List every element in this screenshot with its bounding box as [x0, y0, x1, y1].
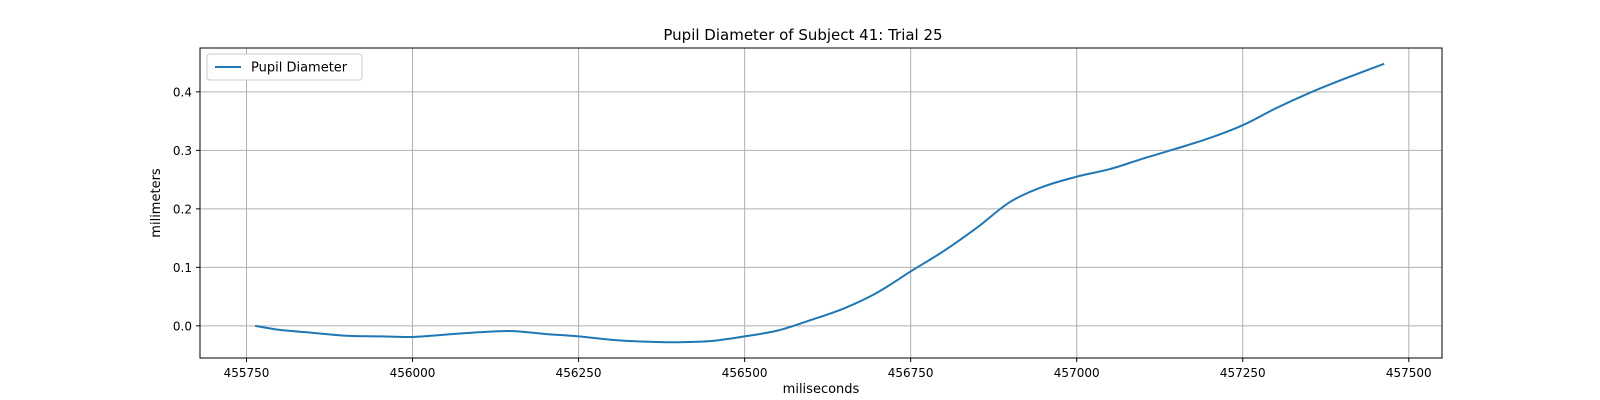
x-tick-label: 456750: [888, 366, 934, 380]
x-axis-label: miliseconds: [783, 382, 860, 397]
y-axis-label: milimeters: [149, 168, 164, 238]
y-tick-label: 0.4: [173, 85, 192, 99]
series-line-pupil-diameter: [254, 62, 1385, 344]
x-tick-label: 457500: [1386, 366, 1432, 380]
y-tick-label: 0.3: [173, 144, 192, 158]
y-tick-label: 0.0: [173, 319, 192, 333]
x-tick-label: 456250: [556, 366, 602, 380]
legend: Pupil Diameter: [206, 53, 363, 81]
y-axis-ticks: 0.0 0.1 0.2 0.3 0.4: [173, 85, 200, 333]
y-tick-label: 0.1: [173, 261, 192, 275]
x-tick-label: 457250: [1220, 366, 1266, 380]
x-tick-label: 456500: [722, 366, 768, 380]
grid-lines: [200, 48, 1442, 358]
legend-box: [206, 53, 363, 81]
x-tick-label: 457000: [1054, 366, 1100, 380]
x-tick-label: 456000: [390, 366, 436, 380]
x-tick-label: 455750: [224, 366, 270, 380]
y-tick-label: 0.2: [173, 202, 192, 216]
legend-label: Pupil Diameter: [251, 61, 348, 76]
x-axis-ticks: 455750 456000 456250 456500 456750 457000 4572…: [224, 358, 1432, 380]
chart-title: Pupil Diameter of Subject 41: Trial 25: [663, 26, 942, 44]
plot-frame: [199, 47, 1443, 359]
